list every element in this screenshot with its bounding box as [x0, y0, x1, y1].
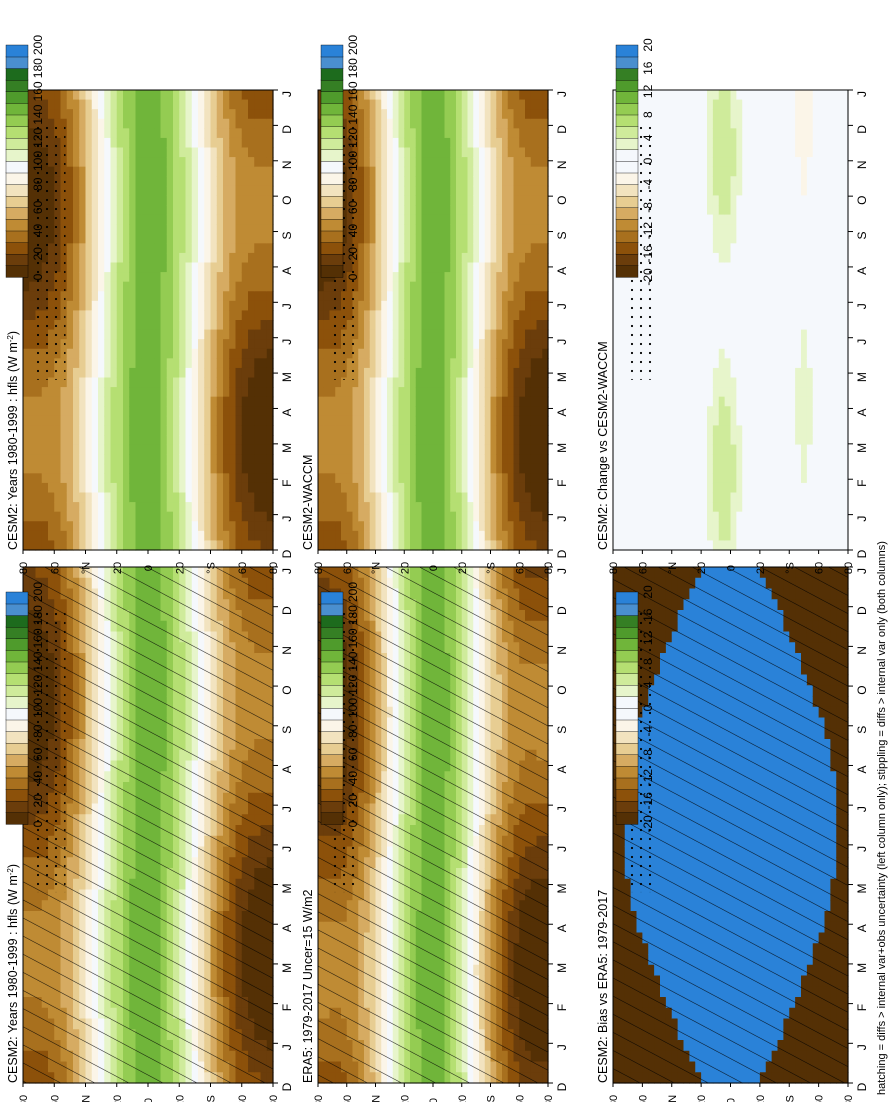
- panel-title: CESM2: Years 1980-1999 : hfls (W m-2): [6, 864, 21, 1083]
- month-tick-label: J: [555, 568, 569, 574]
- lat-tick-label: °N: [81, 1095, 93, 1102]
- panel-title: ERA5: 1979-2017 Uncer=15 W/m2: [301, 889, 315, 1083]
- month-tick-label: J: [555, 806, 569, 812]
- month-tick-label: M: [280, 884, 294, 894]
- month-tick-label: A: [555, 924, 569, 932]
- month-tick-label: A: [280, 924, 294, 932]
- month-tick-label: S: [280, 726, 294, 734]
- month-tick-label: S: [555, 726, 569, 734]
- month-tick-label: M: [555, 963, 569, 973]
- lat-tick-label: °S: [206, 1095, 218, 1102]
- month-tick-label: N: [280, 646, 294, 655]
- lat-tick-label: °S: [486, 1095, 498, 1102]
- lat-tick-label: 80: [268, 1095, 280, 1102]
- month-tick-label: O: [555, 685, 569, 694]
- stippling-overlay: [35, 608, 66, 893]
- month-tick-label: M: [555, 884, 569, 894]
- lat-tick-label: °N: [371, 1095, 383, 1102]
- panel-title-end: ): [6, 864, 20, 868]
- panel-title-sup: -2: [6, 868, 15, 876]
- lat-tick-label: 60: [514, 1095, 526, 1102]
- panel-2: D J F M A M J J A S O N D J 80 60 °N 20 0 20 °S 60 80 ERA5: 197…: [301, 566, 569, 1102]
- month-tick-label: O: [280, 685, 294, 694]
- month-tick-label: J: [280, 806, 294, 812]
- month-tick-label: M: [280, 963, 294, 973]
- lat-tick-label: 20: [174, 1095, 186, 1102]
- lat-tick-label: 20: [399, 1095, 411, 1102]
- lat-tick-label: 80: [18, 1095, 30, 1102]
- month-tick-label: J: [280, 846, 294, 852]
- month-tick-label: J: [555, 1044, 569, 1050]
- month-tick-label: D: [280, 606, 294, 615]
- panel-1: D J F M A M J J A S O N D J 80 60 °N 20 0 20 °S 60 80 CESM2: Ye…: [6, 566, 294, 1102]
- month-tick-label: A: [555, 765, 569, 773]
- lat-tick-label: 60: [49, 1095, 61, 1102]
- lat-tick-label: 20: [457, 1095, 469, 1102]
- lat-tick-label: 80: [543, 1095, 555, 1102]
- lat-tick-label: 80: [313, 1095, 325, 1102]
- month-tick-label: D: [555, 606, 569, 615]
- month-tick-label: D: [555, 1082, 569, 1091]
- month-tick-label: F: [555, 1004, 569, 1011]
- lat-tick-label: 20: [112, 1095, 124, 1102]
- month-tick-label: D: [280, 1082, 294, 1091]
- lat-tick-label: 60: [237, 1095, 249, 1102]
- month-tick-label: N: [555, 646, 569, 655]
- lat-tick-label: 60: [342, 1095, 354, 1102]
- lat-tick-label: 0: [428, 1098, 440, 1102]
- month-tick-label: F: [280, 1004, 294, 1011]
- month-tick-label: J: [280, 1044, 294, 1050]
- panels: D J F M A M J J A S O N D J 80 60 °N 20 0 20 °S 60 80 CESM2: Ye…: [6, 89, 869, 1102]
- month-tick-label: J: [280, 568, 294, 574]
- month-tick-label: J: [555, 846, 569, 852]
- month-tick-label: A: [280, 765, 294, 773]
- lat-tick-label: 0: [143, 1098, 155, 1102]
